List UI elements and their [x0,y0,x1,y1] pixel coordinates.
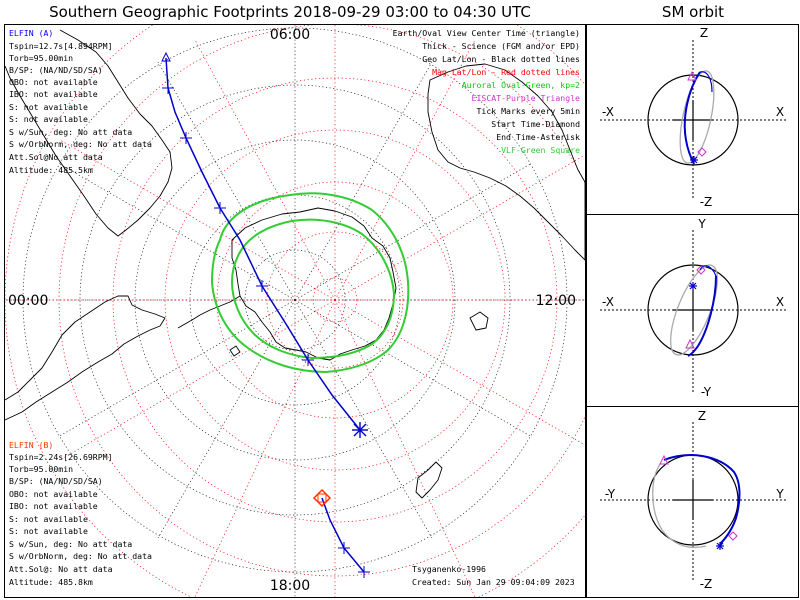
sm-panel-2: Y -Y -X X [586,214,799,407]
sm-axis-right: X [776,105,784,119]
info-line: S: not available [9,526,88,536]
elfin-b-name: ELFIN (B) [9,440,53,450]
elfin-a-end-asterisk [352,422,368,438]
info-line: S: not available [9,102,88,112]
legend: Earth/Oval View Center Time (triangle) T… [393,28,580,155]
new-zealand-outline [415,461,443,499]
sm-axis-left: -X [602,105,614,119]
coastlines [5,29,585,499]
sm-axis-top: Z [698,409,706,423]
sm-axis-bottom: -Z [700,577,713,591]
created-label: Created: Sun Jan 29 09:04:09 2023 [412,577,575,587]
auroral-oval [210,192,410,374]
sm-axis-left: -Y [605,487,616,501]
elfin-a-info: ELFIN (A) Tspin=12.7s[4.894RPM] Torb=95.… [9,28,152,175]
info-line: B/SP: (NA/ND/SD/SA) [9,65,103,75]
info-line: Torb=95.00min [9,53,73,63]
elfin-a-view-triangle [161,51,171,62]
info-line: IBO: not available [9,501,98,511]
elfin-b-start-square [317,493,327,503]
sm-axis-bottom: -Y [701,385,712,399]
elfin-a-name: ELFIN (A) [9,28,53,38]
legend-item: End Time-Asterisk [496,132,580,142]
australia-outline [427,63,585,261]
info-line: Torb=95.00min [9,464,73,474]
legend-item: VLF-Green Square [501,145,580,155]
info-line: S: not available [9,514,88,524]
info-line: S w/OrbNorm, deg: No att data [9,139,152,149]
legend-item: Thick - Science (FGM and/or EPD) [422,41,580,51]
antarctica-outline [231,207,397,361]
clock-label-06: 06:00 [270,27,310,43]
info-line: IBO: not available [9,89,98,99]
info-line: OBO: not available [9,489,98,499]
clock-label-18: 18:00 [270,578,310,594]
legend-item: Earth/Oval View Center Time (triangle) [393,28,580,38]
info-line: Altitude: 485.5km [9,165,93,175]
legend-item: EISCAT-Purple Triangle [472,93,581,103]
info-line: Att.Sol@: No att data [9,564,113,574]
sm-axis-bottom: -Z [700,195,713,209]
info-line: Altitude: 485.8km [9,577,93,587]
sm-axis-right: Y [775,487,784,501]
mag-grid [5,25,585,597]
clock-label-12: 12:00 [536,293,576,309]
elfin-b-info: ELFIN (B) Tspin=2.24s[26.69RPM] Torb=95.… [9,440,152,587]
info-line: S w/OrbNorm, deg: No att data [9,551,152,561]
clock-label-00: 00:00 [8,293,48,309]
sm-orbit-title: SM orbit [662,3,724,21]
sm-axis-right: X [776,295,784,309]
info-line: Tspin=2.24s[26.69RPM] [9,452,113,462]
sm-axis-top: Y [697,217,706,231]
figure-title: Southern Geographic Footprints 2018-09-2… [49,3,531,21]
info-line: Att.Sol@No att data [9,152,103,162]
antarctic-peninsula [177,295,241,329]
info-line: S: not available [9,114,88,124]
tasmania-outline [469,311,489,331]
legend-item: Geo Lat/Lon - Black dotted lines [422,54,580,64]
auroral-oval-poleward [210,192,410,374]
elfin-b-track [312,488,370,578]
island-outline [229,345,241,357]
legend-item: Tick Marks every 5min [476,106,580,116]
info-line: Tspin=12.7s[4.894RPM] [9,41,113,51]
info-line: B/SP: (NA/ND/SD/SA) [9,476,103,486]
legend-item: Auroral Oval-Green, kp=2 [462,80,580,90]
sm-panel-3: Z -Z -Y Y [586,406,799,598]
legend-item: Start Time-Diamond [491,119,580,129]
sm-axis-top: Z [700,26,708,40]
south-america-outline [5,295,166,421]
elfin-a-track [161,51,368,438]
africa-outline [5,29,173,237]
elfin-b-start-diamond [312,488,332,508]
sm-panel-1: Z -Z -X X [586,24,799,215]
sm-axis-left: -X [602,295,614,309]
auroral-oval-equatorward [230,218,396,360]
info-line: S w/Sun, deg: No att data [9,127,132,137]
map-frame [4,24,586,598]
info-line: S w/Sun, deg: No att data [9,539,132,549]
model-label: Tsyganenko-1996 [412,564,486,574]
legend-item: Mag Lat/Lon - Red dotted lines [432,67,580,77]
info-line: OBO: not available [9,77,98,87]
